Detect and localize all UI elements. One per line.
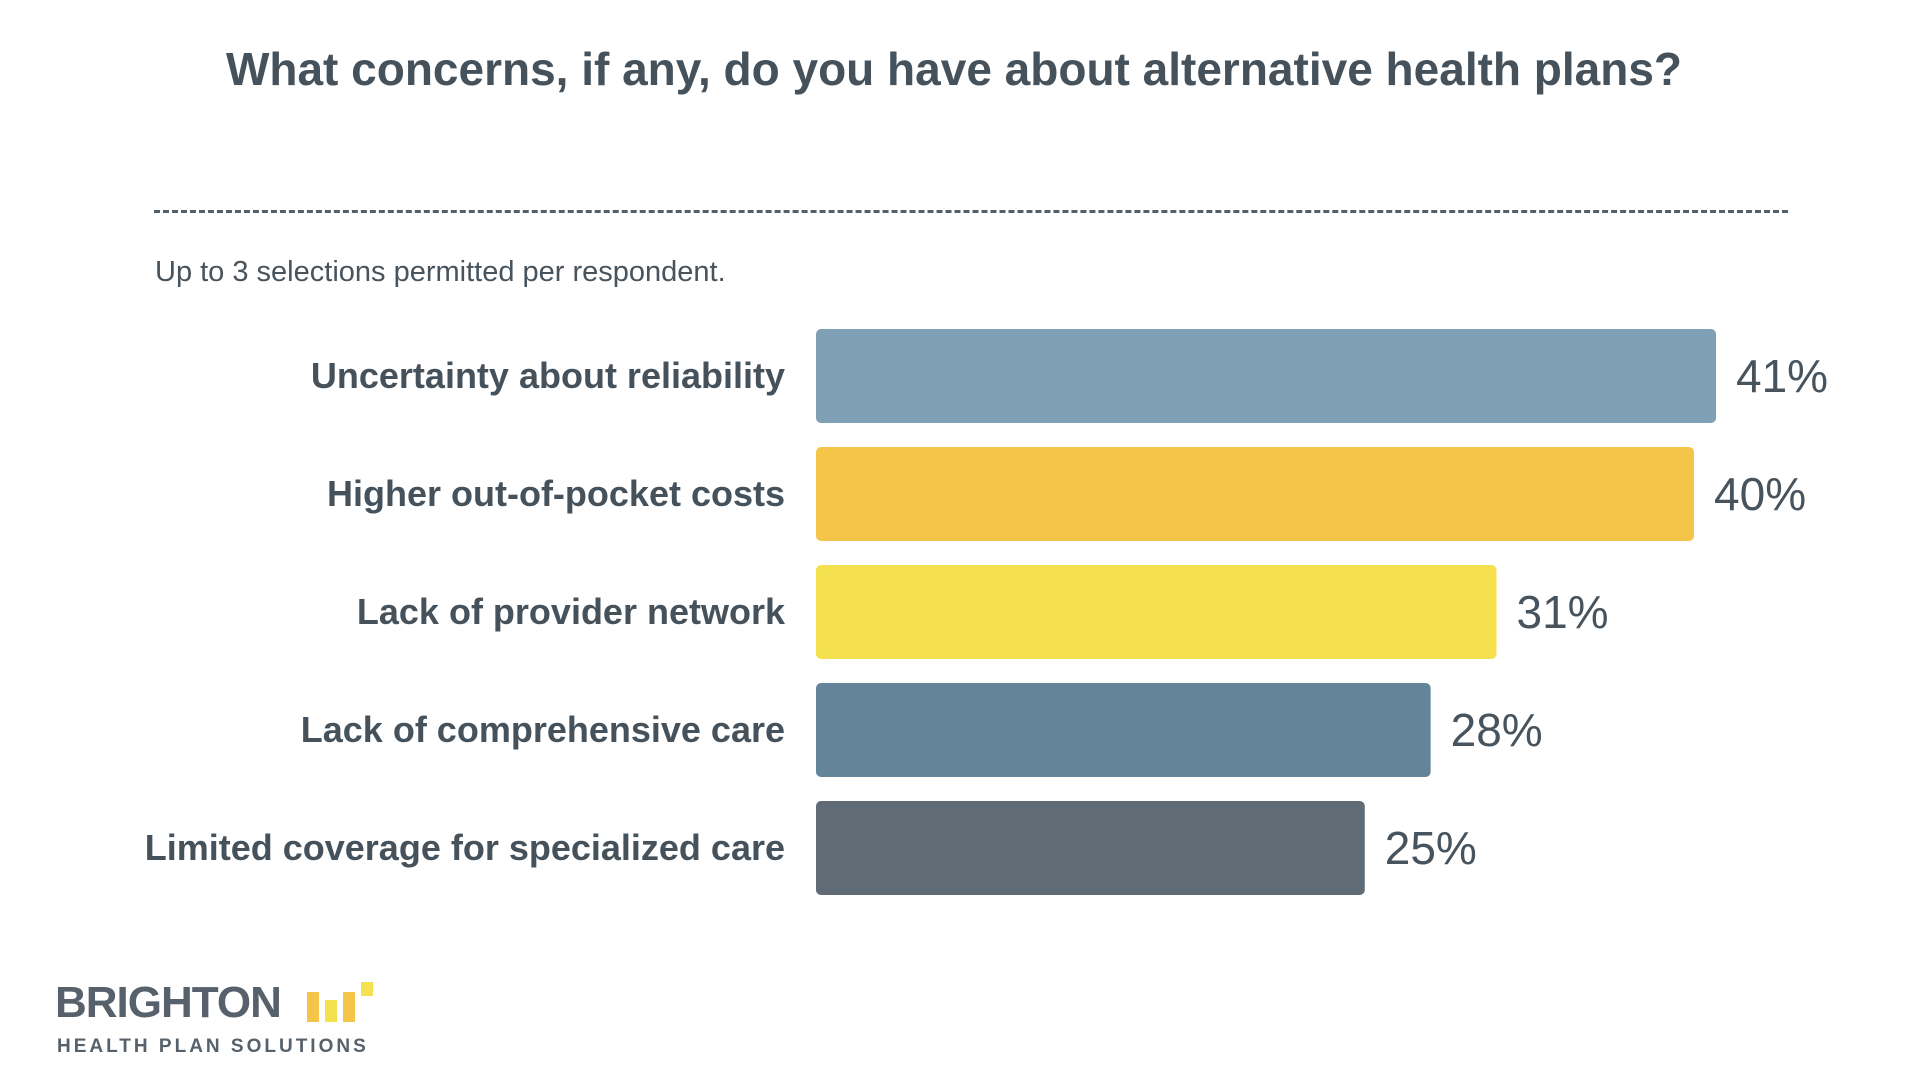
bar-chart: Uncertainty about reliability 41% Higher o…: [145, 329, 1828, 895]
logo-bar: [361, 982, 373, 996]
brighton-logo: BRIGHTON HEALTH PLAN SOLUTIONS: [55, 978, 415, 1058]
category-label: Lack of provider network: [357, 591, 786, 632]
chart-subtitle: Up to 3 selections permitted per respond…: [155, 256, 726, 288]
bar-2: [816, 447, 1695, 541]
value-label: 31%: [1516, 586, 1608, 638]
logo-tagline: HEALTH PLAN SOLUTIONS: [57, 1036, 369, 1057]
logo-bar: [325, 1000, 337, 1022]
bar-1: [816, 329, 1716, 423]
bar-5: [816, 801, 1365, 895]
bar-4: [816, 683, 1431, 777]
logo-bar: [307, 992, 319, 1022]
logo-bars-icon: [307, 982, 373, 1022]
category-label: Limited coverage for specialized care: [145, 827, 785, 868]
value-label: 25%: [1385, 822, 1477, 874]
bar-3: [816, 565, 1497, 659]
title-divider: [154, 210, 1788, 213]
logo-bar: [343, 992, 355, 1022]
category-label: Higher out-of-pocket costs: [327, 473, 785, 514]
category-label: Uncertainty about reliability: [311, 355, 785, 396]
value-label: 28%: [1451, 704, 1543, 756]
logo-name: BRIGHTON: [55, 978, 282, 1027]
value-label: 41%: [1736, 350, 1828, 402]
chart-title: What concerns, if any, do you have about…: [225, 43, 1683, 95]
category-label: Lack of comprehensive care: [301, 709, 785, 750]
value-label: 40%: [1714, 468, 1806, 520]
